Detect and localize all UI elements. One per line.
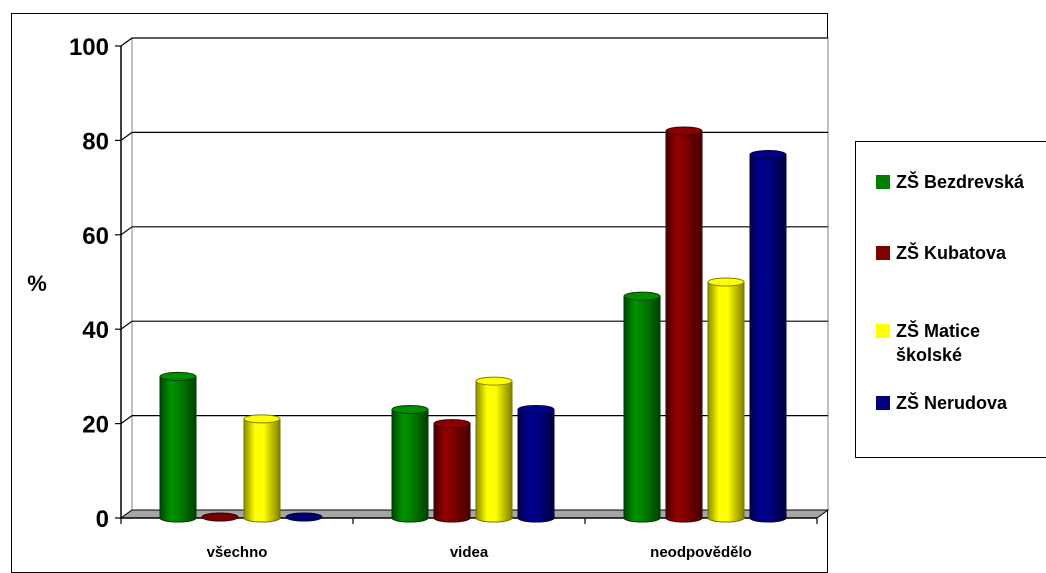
bar-top bbox=[243, 414, 281, 424]
plot-side-wall bbox=[120, 37, 133, 519]
legend-label-line: ZŠ Matice bbox=[896, 321, 981, 341]
legend-label: ZŠ Matice školské bbox=[896, 319, 980, 367]
y-tick-label: 80 bbox=[82, 128, 109, 155]
y-tick-label: 100 bbox=[69, 34, 109, 61]
bar-top bbox=[665, 126, 703, 136]
bar-top bbox=[391, 404, 429, 414]
legend-swatch bbox=[876, 396, 890, 410]
bar bbox=[201, 512, 239, 522]
legend-label: ZŠ Kubatova bbox=[896, 243, 1007, 263]
bar bbox=[391, 408, 429, 523]
legend-swatch bbox=[876, 175, 890, 189]
gridline-side bbox=[120, 415, 133, 425]
legend-item-kubatova: ZŠ Kubatova bbox=[876, 241, 1046, 265]
bar bbox=[159, 375, 197, 523]
bar bbox=[517, 408, 555, 523]
bar-top bbox=[475, 376, 513, 386]
bar bbox=[475, 380, 513, 523]
bar bbox=[707, 281, 745, 523]
gridline-side bbox=[120, 320, 133, 330]
y-tick-label: 20 bbox=[82, 412, 109, 439]
legend-item-matice-skolske: ZŠ Matice školské bbox=[876, 319, 1046, 367]
x-category-label: neodpovědělo bbox=[650, 544, 752, 561]
gridline-side bbox=[120, 37, 133, 47]
gridline-side bbox=[120, 226, 133, 236]
legend-swatch bbox=[876, 246, 890, 260]
legend-item-bezdrevska: ZŠ Bezdrevská bbox=[876, 170, 1046, 194]
legend-label: ZŠ Bezdrevská bbox=[896, 172, 1025, 192]
bar bbox=[749, 154, 787, 523]
legend-swatch bbox=[876, 324, 890, 338]
x-category-label: všechno bbox=[207, 544, 268, 561]
bar bbox=[623, 295, 661, 523]
y-axis-title: % bbox=[27, 271, 47, 296]
gridline-side bbox=[120, 131, 133, 141]
bar-top bbox=[749, 150, 787, 160]
y-tick-label: 60 bbox=[82, 223, 109, 250]
bar bbox=[665, 130, 703, 523]
legend-label-line: školské bbox=[896, 345, 963, 365]
bar bbox=[433, 423, 471, 523]
bar-top bbox=[159, 371, 197, 381]
legend-item-nerudova: ZŠ Nerudova bbox=[876, 391, 1046, 415]
bar-top bbox=[623, 291, 661, 301]
legend-label: ZŠ Nerudova bbox=[896, 393, 1008, 413]
bar-top bbox=[433, 419, 471, 429]
y-tick-label: 0 bbox=[96, 506, 109, 533]
x-category-label: videa bbox=[450, 544, 489, 561]
bar-top bbox=[517, 404, 555, 414]
bar-top bbox=[707, 277, 745, 287]
bar bbox=[285, 512, 323, 522]
y-tick-label: 40 bbox=[82, 317, 109, 344]
bar bbox=[243, 418, 281, 523]
legend: ZŠ Bezdrevská ZŠ Kubatova ZŠ Matice škol… bbox=[855, 141, 1046, 458]
